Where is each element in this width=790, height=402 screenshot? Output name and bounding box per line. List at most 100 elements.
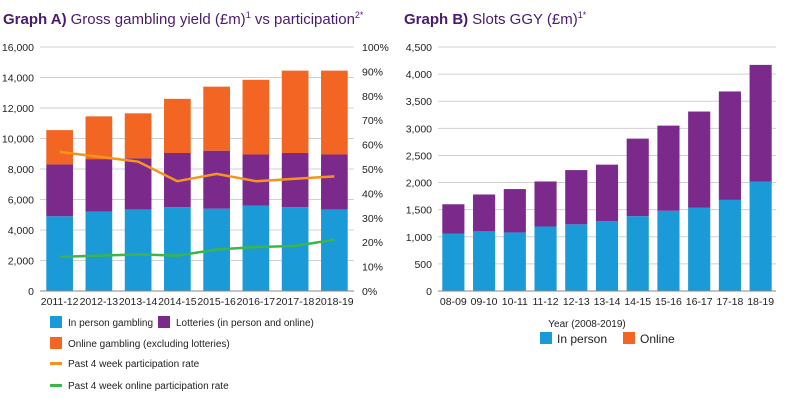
- legend-label-online-gambling: Online gambling (excluding lotteries): [68, 339, 230, 350]
- x-tick-label: 09-10: [471, 296, 498, 308]
- x-tick-label: 2018-19: [315, 296, 354, 308]
- x-tick-label: 12-13: [563, 296, 590, 308]
- y-tick-label: 3,500: [406, 96, 432, 108]
- x-tick-label: 2014-15: [158, 296, 197, 308]
- legend-line-participation: [50, 362, 62, 365]
- bar-in-person-13-14: [595, 221, 619, 291]
- bar-lotteries-in-person-and-online-2015-16: [203, 150, 230, 209]
- y-tick-label: 2,500: [406, 150, 432, 162]
- x-tick-label: 18-19: [747, 296, 774, 308]
- x-tick-label: 2012-13: [80, 296, 119, 308]
- legend-label-participation: Past 4 week participation rate: [68, 359, 200, 370]
- x-tick-label: 08-09: [440, 296, 467, 308]
- bar-in-person-14-15: [626, 216, 649, 291]
- chart-b-title: Graph B) Slots GGY (£m)1*: [404, 10, 587, 28]
- y-tick-label: 4,000: [406, 69, 432, 81]
- bar-online-gambling-excluding-lotteries-2018-19: [321, 70, 348, 155]
- bar-in-person-08-09: [442, 233, 465, 291]
- bar-online-gambling-excluding-lotteries-2012-13: [85, 116, 113, 160]
- y-tick-label: 6,000: [8, 195, 34, 207]
- legend-swatch-in-person-gambling: [50, 316, 62, 328]
- x-tick-label: 2016-17: [237, 296, 276, 308]
- legend-label-in-person: In person: [557, 332, 607, 346]
- chart-b-title-sup: 1*: [578, 10, 587, 20]
- y2-tick-label: 0%: [362, 286, 377, 298]
- legend-swatch-in-person: [540, 332, 552, 344]
- legend-swatch-lotteries: [158, 316, 170, 328]
- bar-in-person-gambling-2018-19: [321, 209, 348, 291]
- chart-b-xlabel: Year (2008-2019): [548, 319, 625, 330]
- bar-in-person-09-10: [473, 231, 496, 291]
- bar-in-person-10-11: [503, 232, 526, 291]
- legend-label-in-person-gambling: In person gambling: [68, 318, 153, 329]
- bar-online-12-13: [565, 170, 588, 225]
- y2-tick-label: 90%: [362, 66, 383, 78]
- bar-in-person-18-19: [749, 181, 772, 291]
- legend-line-online-participation: [50, 384, 62, 387]
- y-tick-label: 4,000: [8, 225, 34, 237]
- chart-b-title-label: Graph B): [404, 11, 468, 28]
- y-tick-label: 12,000: [2, 103, 34, 115]
- bar-lotteries-in-person-and-online-2011-12: [46, 164, 73, 217]
- x-tick-label: 2011-12: [41, 296, 79, 308]
- x-tick-label: 14-15: [624, 296, 651, 308]
- bar-lotteries-in-person-and-online-2018-19: [321, 154, 348, 210]
- bar-online-gambling-excluding-lotteries-2014-15: [164, 98, 191, 153]
- y-tick-label: 14,000: [2, 73, 34, 85]
- chart-a-legend: In person gambling Lotteries (in person …: [50, 316, 314, 392]
- legend-swatch-online: [623, 332, 635, 344]
- line-past-4-week-online-participation-rate: [59, 238, 335, 259]
- chart-a-title-mid: vs participation: [251, 11, 355, 28]
- x-tick-label: 13-14: [594, 296, 621, 308]
- bar-in-person-gambling-2011-12: [46, 216, 73, 291]
- y-tick-label: 1,500: [406, 205, 432, 217]
- bar-online-gambling-excluding-lotteries-2013-14: [124, 113, 152, 159]
- bar-online-10-11: [503, 189, 526, 233]
- y-tick-label: 3,000: [406, 123, 432, 135]
- bar-in-person-11-12: [534, 226, 557, 291]
- bar-in-person-gambling-2013-14: [124, 209, 152, 291]
- bar-in-person-gambling-2017-18: [281, 207, 309, 291]
- bar-in-person-16-17: [688, 207, 711, 291]
- bar-online-09-10: [473, 194, 496, 232]
- x-tick-label: 10-11: [502, 296, 528, 308]
- legend-swatch-online-gambling: [50, 337, 62, 349]
- chart-a-title-sup1: 1: [246, 10, 251, 20]
- y2-tick-label: 40%: [362, 188, 383, 200]
- chart-a-title-sup2: 2*: [355, 10, 364, 20]
- bar-online-gambling-excluding-lotteries-2016-17: [242, 79, 270, 155]
- y-tick-label: 1,000: [406, 232, 432, 244]
- y-tick-label: 2,000: [8, 256, 34, 268]
- bar-online-gambling-excluding-lotteries-2011-12: [46, 130, 73, 165]
- bar-online-gambling-excluding-lotteries-2015-16: [203, 86, 230, 151]
- legend-label-lotteries: Lotteries (in person and online): [176, 318, 314, 329]
- y-tick-label: 4,500: [406, 42, 432, 54]
- y2-tick-label: 20%: [362, 237, 383, 249]
- y-tick-label: 0: [426, 286, 432, 298]
- bar-in-person-gambling-2014-15: [164, 207, 191, 291]
- x-tick-label: 11-12: [533, 296, 559, 308]
- y2-tick-label: 50%: [362, 164, 383, 176]
- chart-b-legend: In person Online: [540, 332, 675, 346]
- chart-a: 0 2,000 4,000 6,000 8,000 10,000 12,000 14,000 1…: [2, 42, 389, 308]
- y-tick-label: 10,000: [2, 134, 34, 146]
- y-tick-label: 8,000: [8, 164, 34, 176]
- legend-label-online: Online: [640, 332, 675, 346]
- y-tick-label: 500: [414, 259, 432, 271]
- legend-label-online-participation: Past 4 week online participation rate: [68, 381, 229, 392]
- chart-a-title: Graph A) Gross gambling yield (£m)1 vs pa…: [3, 10, 364, 28]
- y2-tick-label: 30%: [362, 213, 383, 225]
- bar-in-person-15-16: [657, 210, 680, 291]
- chart-a-title-text: Gross gambling yield (£m): [71, 11, 246, 28]
- bar-online-14-15: [626, 138, 649, 217]
- x-tick-label: 2013-14: [119, 296, 158, 308]
- bar-lotteries-in-person-and-online-2012-13: [85, 159, 113, 212]
- y2-tick-label: 70%: [362, 115, 383, 127]
- bar-online-16-17: [688, 111, 711, 208]
- bar-online-gambling-excluding-lotteries-2017-18: [281, 70, 309, 153]
- chart-b-title-text: Slots GGY (£m): [472, 11, 578, 28]
- y-tick-label: 0: [28, 286, 34, 298]
- bar-online-15-16: [657, 125, 680, 211]
- y-tick-label: 16,000: [2, 42, 34, 54]
